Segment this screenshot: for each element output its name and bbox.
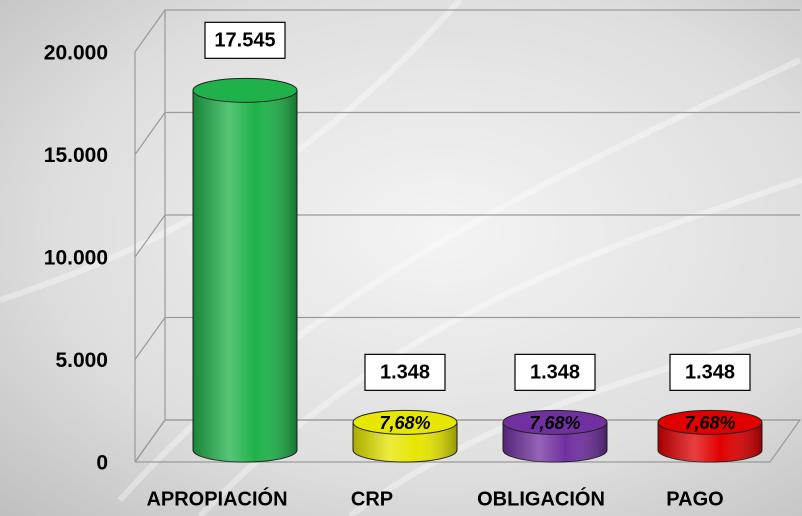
percent-label: 7,68% — [529, 413, 580, 433]
grid-line — [134, 214, 800, 258]
x-tick-label: PAGO — [666, 488, 723, 510]
y-tick-label: 20.000 — [44, 42, 108, 65]
percent-label: 7,68% — [684, 413, 735, 433]
bar-top — [192, 77, 298, 103]
value-label-box — [204, 21, 286, 59]
value-label-box — [514, 353, 596, 391]
bar — [657, 409, 763, 463]
value-label: 1.348 — [530, 362, 580, 384]
x-tick-label: OBLIGACIÓN — [477, 486, 605, 510]
x-tick-label: APROPIACIÓN — [146, 486, 287, 510]
percent-label: 7,68% — [379, 413, 430, 433]
grid-line — [134, 111, 800, 155]
bar-top — [502, 409, 608, 435]
value-label-box — [669, 353, 751, 391]
bar — [352, 409, 458, 463]
x-tick-label: CRP — [351, 488, 393, 510]
grid-line — [134, 9, 800, 53]
y-tick-label: 5.000 — [55, 349, 108, 372]
grid-line — [134, 316, 800, 360]
value-label-box — [364, 353, 446, 391]
bar-top — [352, 409, 458, 435]
value-label: 1.348 — [380, 362, 430, 384]
y-tick-label: 10.000 — [44, 247, 108, 270]
value-label: 17.545 — [214, 30, 275, 52]
y-tick-label: 15.000 — [44, 144, 108, 167]
bar-shade — [193, 90, 297, 462]
plot: 0 5.000 10.000 15.000 20.000 APROPIACIÓN 17.54… — [44, 9, 800, 510]
bar — [502, 409, 608, 463]
bar — [192, 77, 298, 463]
value-label: 1.348 — [685, 362, 735, 384]
y-tick-label: 0 — [96, 452, 108, 475]
bar-top — [657, 409, 763, 435]
